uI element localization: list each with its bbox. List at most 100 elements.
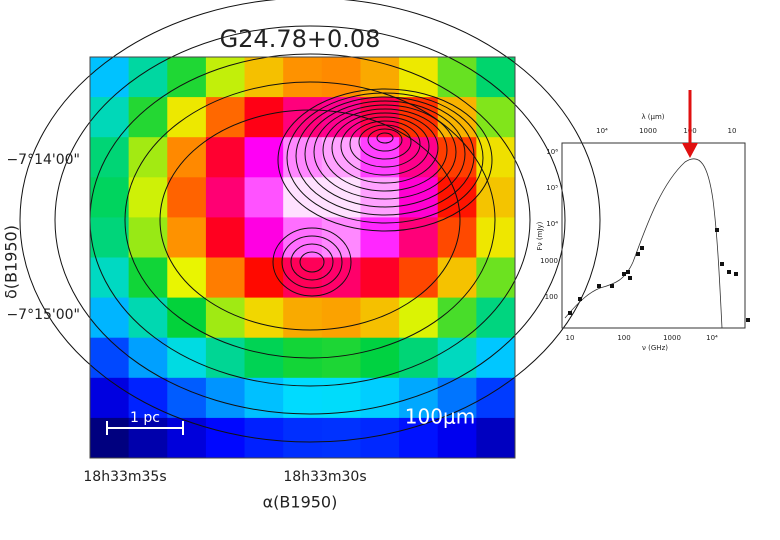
pixel: [437, 57, 477, 98]
pixel: [476, 337, 516, 379]
y-tick-label: −7°15'00": [6, 307, 80, 323]
contour: [277, 88, 493, 232]
sed-left-tick: 1000: [540, 257, 558, 265]
contour: [281, 235, 343, 289]
pixel: [283, 377, 323, 419]
pixel: [167, 57, 207, 98]
pixel: [437, 297, 477, 339]
sed-bottom-tick: 1000: [663, 334, 681, 342]
x-axis-label: α(B1950): [263, 493, 338, 512]
pixel: [321, 297, 361, 339]
sed-x-label: ν (GHz): [642, 344, 668, 352]
pixel: [128, 337, 168, 379]
pixel: [476, 177, 516, 218]
pixel: [399, 57, 439, 98]
contour: [54, 25, 566, 415]
pixel: [205, 97, 246, 138]
pixel: [205, 337, 246, 379]
pixel: [244, 177, 284, 218]
sed-left-tick: 10⁶: [546, 148, 558, 156]
scale-bar: [106, 421, 184, 435]
pixel: [128, 217, 168, 258]
map-frame: [89, 56, 516, 459]
pixel: [283, 417, 323, 459]
sed-left-tick: 10⁴: [546, 220, 558, 228]
sed-bottom-tick: 10⁴: [706, 334, 718, 342]
pixel: [90, 337, 130, 379]
pixel: [360, 137, 400, 178]
pixel: [90, 297, 130, 339]
pixel: [244, 57, 284, 98]
contour: [159, 109, 461, 331]
pixel: [128, 137, 168, 178]
contour: [349, 120, 421, 168]
pixel: [244, 97, 284, 138]
pixel: [90, 137, 130, 178]
sed-bottom-tick: 100: [617, 334, 630, 342]
contour: [313, 104, 457, 200]
pixel: [128, 417, 168, 459]
contour: [340, 116, 430, 176]
contour: [299, 251, 325, 273]
pixel: [399, 377, 439, 419]
pixel: [128, 297, 168, 339]
pixel: [321, 217, 361, 258]
pixel: [321, 57, 361, 98]
pixel: [437, 217, 477, 258]
contour: [376, 132, 394, 144]
pixel: [128, 177, 168, 218]
sed-top-label: λ (μm): [641, 113, 664, 121]
pixel: [90, 217, 130, 258]
pixel: [90, 57, 130, 98]
sed-left-tick: 10⁵: [546, 184, 558, 192]
pixel: [321, 337, 361, 379]
pixel: [90, 97, 130, 138]
pixel: [167, 257, 207, 299]
contour: [331, 112, 439, 184]
pixel: [205, 137, 246, 178]
pixel: [360, 257, 400, 299]
y-axis-label: δ(B1950): [2, 225, 21, 299]
pixel: [283, 297, 323, 339]
pixel: [360, 377, 400, 419]
highlight-arrow: [682, 90, 698, 158]
pixel: [437, 337, 477, 379]
pixel: [167, 177, 207, 218]
pixel: [167, 417, 207, 459]
pixel: [128, 377, 168, 419]
map-title: G24.78+0.08: [220, 25, 381, 53]
contour: [304, 100, 466, 208]
y-tick-label: −7°14'00": [6, 152, 80, 168]
contours: [19, 0, 601, 443]
pixel: [90, 417, 130, 459]
scale-bar-label: 1 pc: [130, 410, 160, 426]
sed-plot: λ (μm) 10⁴ 1000 100 10 10⁶ 10⁵ 10⁴ 1000 …: [536, 113, 750, 352]
x-tick-label: 18h33m30s: [283, 469, 366, 485]
band-label: 100μm: [405, 405, 475, 429]
contour: [19, 0, 601, 443]
pixel: [399, 417, 439, 459]
pixel: [476, 417, 516, 459]
sed-top-tick: 10: [728, 127, 737, 135]
pixel: [437, 257, 477, 299]
pixel: [128, 57, 168, 98]
sed-top-tick: 10⁴: [596, 127, 608, 135]
contour: [286, 92, 484, 224]
pixel: [476, 217, 516, 258]
pixel: [283, 57, 323, 98]
contour: [272, 227, 352, 297]
pixel: [321, 257, 361, 299]
pixel: [476, 257, 516, 299]
sed-frame: [561, 142, 746, 329]
pixel: [360, 337, 400, 379]
sed-top-tick: 1000: [639, 127, 657, 135]
pixel: [244, 417, 284, 459]
x-tick-label: 18h33m35s: [83, 469, 166, 485]
pixel: [360, 297, 400, 339]
pixel: [360, 217, 400, 258]
contour: [124, 81, 496, 359]
pixel: [476, 137, 516, 178]
pixel: [167, 297, 207, 339]
sed-bottom-tick: 10: [566, 334, 575, 342]
pixel: [90, 177, 130, 218]
